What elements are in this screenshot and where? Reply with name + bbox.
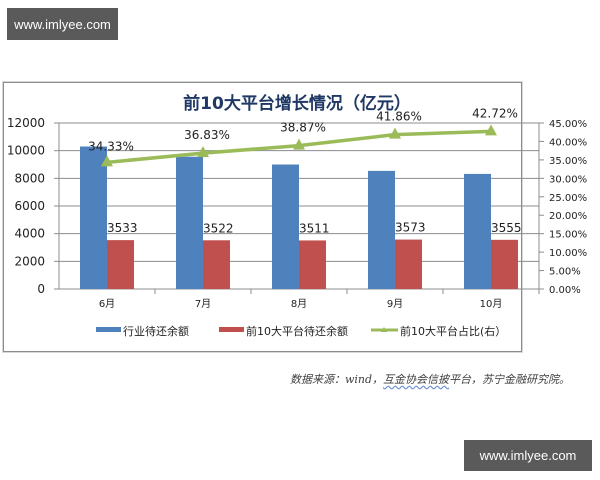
- right-axis-label: 0.00%: [549, 285, 581, 296]
- bar-top10-label: 3573: [395, 221, 426, 235]
- bar-industry: [176, 156, 203, 289]
- bar-top10: [107, 240, 134, 289]
- share-label: 42.72%: [472, 106, 518, 120]
- share-marker: [101, 155, 113, 167]
- watermark-bottom: www.imlyee.com: [464, 440, 592, 471]
- category-label: 8月: [291, 298, 307, 310]
- legend-marker: [381, 327, 387, 332]
- bar-industry: [80, 146, 107, 289]
- source-prefix: 数据来源：wind，: [290, 373, 384, 386]
- bar-top10-label: 3522: [203, 221, 234, 235]
- right-axis-label: 45.00%: [549, 119, 587, 130]
- left-axis-label: 2000: [14, 254, 45, 268]
- bar-top10-label: 3511: [299, 221, 330, 235]
- right-axis-label: 20.00%: [549, 211, 587, 222]
- right-axis-label: 35.00%: [549, 156, 587, 167]
- right-axis-label: 15.00%: [549, 230, 587, 241]
- source-link[interactable]: 互金协会信披: [383, 373, 450, 386]
- share-label: 34.33%: [88, 139, 134, 153]
- share-label: 36.83%: [184, 128, 230, 142]
- bar-top10: [491, 239, 518, 289]
- bar-industry: [464, 173, 491, 289]
- bar-top10: [395, 239, 422, 289]
- bar-top10-label: 3533: [107, 221, 138, 235]
- bar-top10-label: 3555: [491, 221, 522, 235]
- bar-top10: [203, 240, 230, 289]
- bar-industry: [272, 164, 299, 289]
- left-axis-label: 0: [37, 282, 45, 296]
- bar-industry: [368, 170, 395, 289]
- legend-label: 行业待还余额: [123, 324, 189, 338]
- share-label: 38.87%: [280, 121, 326, 135]
- right-axis-label: 30.00%: [549, 174, 587, 185]
- left-axis-label: 10000: [7, 144, 45, 158]
- right-axis-label: 25.00%: [549, 193, 587, 204]
- watermark-top: www.imlyee.com: [7, 8, 118, 40]
- data-source-note: 数据来源：wind，互金协会信披平台，苏宁金融研究院。: [290, 371, 570, 387]
- chart-title: 前10大平台增长情况（亿元）: [183, 93, 411, 114]
- left-axis-label: 6000: [14, 199, 45, 213]
- share-label: 41.86%: [376, 110, 422, 124]
- category-label: 9月: [387, 298, 403, 310]
- legend-label: 前10大平台占比(右）: [400, 324, 506, 338]
- share-marker: [485, 124, 497, 136]
- share-marker: [197, 146, 209, 158]
- category-label: 7月: [195, 298, 211, 310]
- right-axis-label: 10.00%: [549, 248, 587, 259]
- chart-frame: 前10大平台增长情况（亿元） 0 2000 4000 6000 8000 10000 1200…: [3, 82, 587, 352]
- bar-top10: [299, 240, 326, 289]
- source-suffix: 平台，苏宁金融研究院。: [449, 373, 571, 386]
- left-axis-label: 8000: [14, 171, 45, 185]
- legend-label: 前10大平台待还余额: [246, 324, 348, 338]
- right-axis-label: 40.00%: [549, 137, 587, 148]
- category-label: 10月: [480, 298, 503, 310]
- legend-swatch: [219, 327, 244, 332]
- share-marker: [389, 127, 401, 139]
- share-marker: [293, 138, 305, 150]
- right-axis-label: 5.00%: [549, 267, 581, 278]
- left-axis-label: 4000: [14, 227, 45, 241]
- category-label: 6月: [99, 298, 115, 310]
- legend-swatch: [96, 327, 121, 332]
- left-axis-label: 12000: [7, 116, 45, 130]
- combo-chart: 前10大平台增长情况（亿元） 0 2000 4000 6000 8000 10000 1200…: [7, 93, 587, 338]
